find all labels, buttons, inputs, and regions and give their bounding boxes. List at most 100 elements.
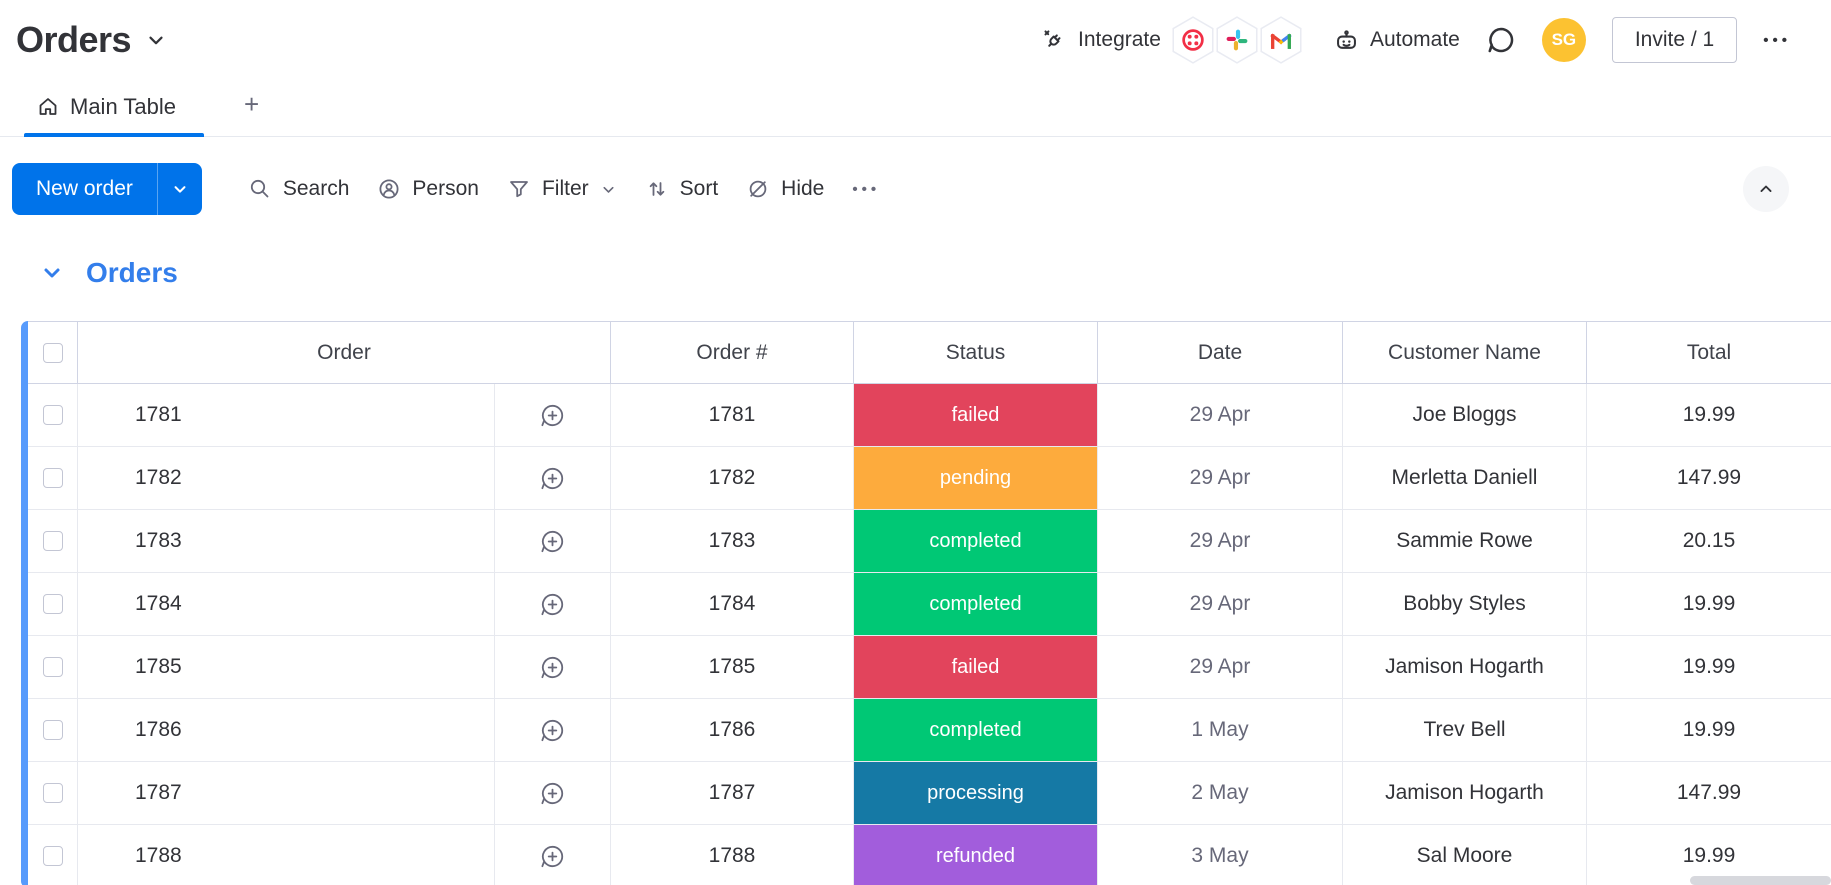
- row-checkbox[interactable]: [42, 783, 63, 803]
- integration-app-badges[interactable]: [1172, 12, 1307, 68]
- add-update-button[interactable]: [495, 510, 611, 572]
- total-cell[interactable]: 147.99: [1676, 466, 1742, 489]
- total-cell[interactable]: 19.99: [1682, 403, 1736, 426]
- person-filter-button[interactable]: Person: [363, 169, 493, 209]
- row-checkbox[interactable]: [42, 846, 63, 866]
- customer-name-cell[interactable]: Merletta Daniell: [1343, 447, 1587, 509]
- search-button[interactable]: Search: [234, 169, 364, 209]
- order-name-cell[interactable]: 1781: [78, 384, 495, 446]
- row-checkbox[interactable]: [42, 720, 63, 740]
- new-order-button[interactable]: New order: [12, 163, 157, 215]
- integrate-plug-icon: [1044, 29, 1061, 47]
- order-number-cell[interactable]: 1787: [611, 762, 854, 824]
- board-chat-button[interactable]: [1486, 25, 1516, 55]
- group-collapse-chevron-icon[interactable]: [40, 261, 64, 285]
- date-cell[interactable]: 1 May: [1098, 699, 1343, 761]
- total-cell[interactable]: 19.99: [1682, 844, 1736, 867]
- customer-name-cell[interactable]: Bobby Styles: [1343, 573, 1587, 635]
- order-number-cell[interactable]: 1781: [611, 384, 854, 446]
- add-update-button[interactable]: [495, 384, 611, 446]
- order-name-cell[interactable]: 1785: [78, 636, 495, 698]
- row-checkbox[interactable]: [42, 405, 63, 425]
- select-all-checkbox[interactable]: [42, 342, 63, 363]
- order-name-cell[interactable]: 1786: [78, 699, 495, 761]
- column-header-status[interactable]: Status: [854, 322, 1098, 383]
- status-cell[interactable]: refunded: [854, 825, 1098, 885]
- status-cell[interactable]: processing: [854, 762, 1098, 824]
- add-update-button[interactable]: [495, 573, 611, 635]
- row-checkbox[interactable]: [42, 594, 63, 614]
- total-cell[interactable]: 19.99: [1682, 718, 1736, 741]
- total-cell[interactable]: 20.15: [1682, 529, 1736, 552]
- group-title[interactable]: Orders: [86, 257, 178, 288]
- total-cell[interactable]: 147.99: [1676, 781, 1742, 804]
- integrate-button[interactable]: Integrate: [1041, 27, 1161, 54]
- customer-name-cell[interactable]: Joe Bloggs: [1343, 384, 1587, 446]
- order-number-cell[interactable]: 1784: [611, 573, 854, 635]
- add-view-button[interactable]: +: [234, 89, 269, 136]
- customer-name-cell[interactable]: Sal Moore: [1343, 825, 1587, 885]
- row-checkbox-cell: [28, 447, 78, 509]
- row-checkbox-cell: [28, 699, 78, 761]
- date-cell[interactable]: 29 Apr: [1098, 510, 1343, 572]
- date-cell[interactable]: 2 May: [1098, 762, 1343, 824]
- row-checkbox[interactable]: [42, 531, 63, 551]
- order-number-cell[interactable]: 1782: [611, 447, 854, 509]
- sort-button[interactable]: Sort: [631, 169, 733, 209]
- order-number-cell[interactable]: 1783: [611, 510, 854, 572]
- row-checkbox[interactable]: [42, 657, 63, 677]
- filter-button[interactable]: Filter: [493, 169, 631, 209]
- total-cell[interactable]: 19.99: [1682, 655, 1736, 678]
- row-checkbox[interactable]: [42, 468, 63, 488]
- column-header-order[interactable]: Order: [78, 322, 611, 383]
- tab-main-table[interactable]: Main Table: [24, 94, 204, 137]
- customer-name-cell[interactable]: Sammie Rowe: [1343, 510, 1587, 572]
- status-cell[interactable]: completed: [854, 510, 1098, 572]
- status-cell[interactable]: pending: [854, 447, 1098, 509]
- date-cell[interactable]: 29 Apr: [1098, 636, 1343, 698]
- order-name-cell[interactable]: 1788: [78, 825, 495, 885]
- customer-name-cell[interactable]: Trev Bell: [1343, 699, 1587, 761]
- status-cell[interactable]: failed: [854, 384, 1098, 446]
- sort-arrows-icon: [649, 182, 664, 196]
- customer-name-cell[interactable]: Jamison Hogarth: [1343, 636, 1587, 698]
- add-update-bubble-icon: [541, 404, 564, 426]
- avatar[interactable]: SG: [1541, 18, 1586, 62]
- order-number-cell[interactable]: 1788: [611, 825, 854, 885]
- date-cell[interactable]: 29 Apr: [1098, 447, 1343, 509]
- date-cell[interactable]: 3 May: [1098, 825, 1343, 885]
- horizontal-scrollbar[interactable]: [1690, 876, 1831, 885]
- add-update-button[interactable]: [495, 636, 611, 698]
- column-header-total[interactable]: Total: [1686, 340, 1732, 364]
- column-header-date[interactable]: Date: [1098, 322, 1343, 383]
- customer-name-cell[interactable]: Jamison Hogarth: [1343, 762, 1587, 824]
- column-header-order-number[interactable]: Order #: [611, 322, 854, 383]
- date-cell[interactable]: 29 Apr: [1098, 573, 1343, 635]
- total-cell[interactable]: 19.99: [1682, 592, 1736, 615]
- add-update-button[interactable]: [495, 699, 611, 761]
- add-update-button[interactable]: [495, 447, 611, 509]
- eye-slash-icon: [749, 180, 767, 198]
- add-update-bubble-icon: [541, 782, 564, 804]
- hide-button[interactable]: Hide: [732, 169, 838, 209]
- toolbar-more-button[interactable]: •••: [838, 173, 894, 206]
- order-name-cell[interactable]: 1784: [78, 573, 495, 635]
- order-name-cell[interactable]: 1782: [78, 447, 495, 509]
- column-header-customer-name[interactable]: Customer Name: [1343, 322, 1587, 383]
- add-update-button[interactable]: [495, 825, 611, 885]
- collapse-header-button[interactable]: [1743, 166, 1789, 212]
- board-more-options-button[interactable]: •••: [1763, 32, 1791, 49]
- status-cell[interactable]: completed: [854, 699, 1098, 761]
- date-cell[interactable]: 29 Apr: [1098, 384, 1343, 446]
- order-number-cell[interactable]: 1785: [611, 636, 854, 698]
- new-order-dropdown-button[interactable]: [156, 163, 202, 215]
- status-cell[interactable]: failed: [854, 636, 1098, 698]
- order-name-cell[interactable]: 1787: [78, 762, 495, 824]
- order-name-cell[interactable]: 1783: [78, 510, 495, 572]
- status-cell[interactable]: completed: [854, 573, 1098, 635]
- invite-button[interactable]: Invite / 1: [1611, 17, 1738, 63]
- automate-button[interactable]: Automate: [1333, 27, 1460, 54]
- board-menu-chevron-icon[interactable]: [145, 29, 167, 51]
- add-update-button[interactable]: [495, 762, 611, 824]
- order-number-cell[interactable]: 1786: [611, 699, 854, 761]
